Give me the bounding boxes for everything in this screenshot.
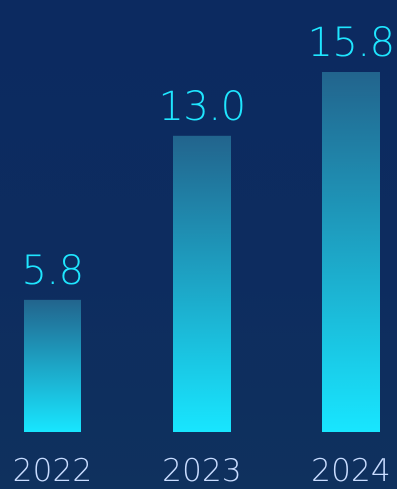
data-label-2024: 15.8: [307, 20, 394, 66]
data-label-2022: 5.8: [21, 248, 83, 294]
x-tick-label-2023: 2023: [162, 453, 242, 489]
data-label-2023: 13.0: [158, 84, 245, 130]
bar-2023: [173, 135, 231, 433]
value-labels-layer: 5.8 13.0 15.8: [21, 20, 395, 294]
bar-2024: [322, 72, 380, 432]
x-tick-label-2022: 2022: [13, 453, 93, 489]
x-tick-label-2024: 2024: [311, 453, 391, 489]
x-axis-labels-layer: 2022 2023 2024: [13, 453, 391, 489]
bar-2022: [24, 299, 81, 432]
bars-layer: [24, 72, 380, 433]
